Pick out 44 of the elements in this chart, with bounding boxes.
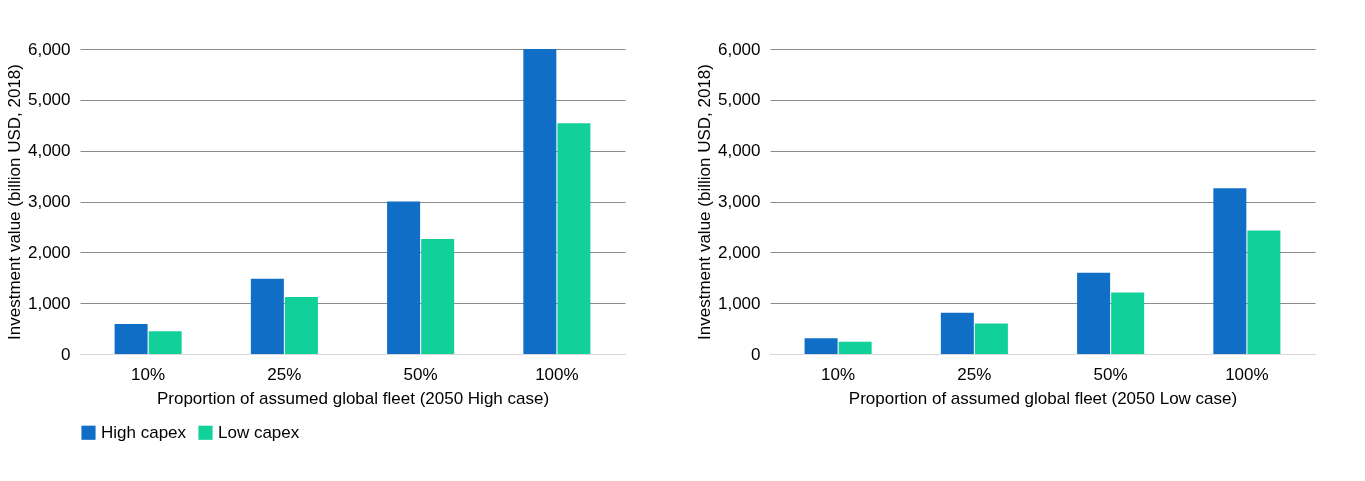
x-axis-title: Proportion of assumed global fleet (2050 Low case)	[848, 388, 1238, 408]
y-tick-label: 0	[61, 344, 71, 364]
y-tick-label: 3,000	[27, 192, 71, 211]
bar	[1213, 188, 1247, 354]
y-axis-title: Investment value (billion USD, 2018)	[4, 64, 24, 340]
y-tick-label: 6,000	[27, 39, 71, 59]
bar	[387, 201, 421, 354]
y-tick-label: 2,000	[717, 242, 761, 262]
bar	[284, 297, 318, 354]
y-tick-label: 5,000	[717, 90, 761, 110]
y-tick-label: 0	[751, 344, 761, 364]
y-axis-title: Investment value (billion USD, 2018)	[694, 64, 714, 340]
bar	[114, 324, 148, 354]
bar	[838, 341, 872, 354]
bar	[557, 123, 591, 354]
x-tick-label: 100%	[1225, 364, 1269, 384]
x-tick-label: 25%	[267, 364, 302, 384]
y-tick-label: 1,000	[717, 293, 761, 313]
x-tick-label: 50%	[1093, 364, 1128, 384]
legend-label: High capex	[101, 422, 187, 442]
y-tick-label: 3,000	[717, 192, 761, 211]
x-tick-label: 25%	[957, 364, 992, 384]
y-tick-label: 2,000	[27, 242, 71, 262]
bar	[804, 338, 838, 354]
bar	[250, 278, 284, 354]
y-tick-label: 4,000	[717, 141, 761, 161]
bar	[1247, 230, 1281, 354]
y-tick-label: 1,000	[27, 293, 71, 313]
x-tick-label: 100%	[535, 364, 579, 384]
bar	[1111, 292, 1145, 354]
bar	[148, 331, 182, 354]
bar	[1077, 272, 1111, 354]
x-axis-title: Proportion of assumed global fleet (2050 High case)	[156, 388, 550, 408]
x-tick-label: 50%	[403, 364, 438, 384]
bar	[421, 239, 455, 354]
bar	[940, 312, 974, 354]
x-tick-label: 10%	[821, 364, 856, 384]
y-tick-label: 6,000	[717, 39, 761, 59]
y-tick-label: 5,000	[27, 90, 71, 110]
bar	[974, 323, 1008, 354]
y-tick-label: 4,000	[27, 141, 71, 161]
legend-label: Low capex	[218, 422, 300, 442]
bar	[523, 49, 557, 354]
x-tick-label: 10%	[131, 364, 166, 384]
